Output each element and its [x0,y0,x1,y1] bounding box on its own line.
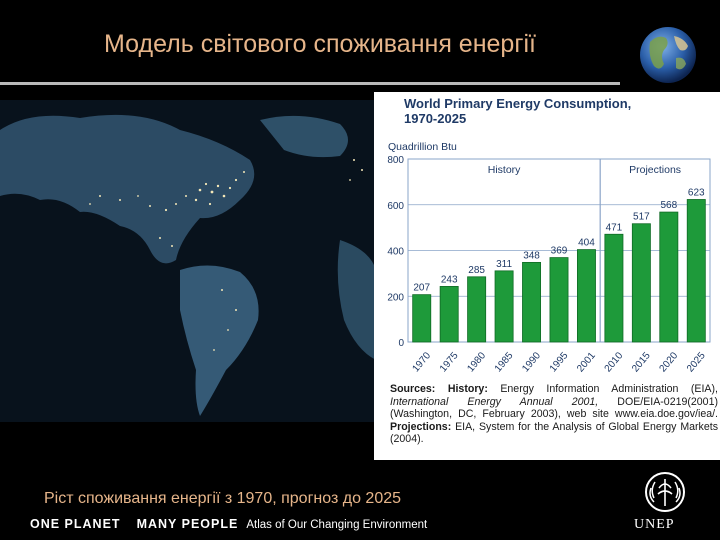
x-tick-label: 1980 [465,350,488,374]
bar-value-label: 207 [413,283,430,294]
x-tick-label: 1970 [410,350,433,374]
bar-value-label: 568 [660,200,677,211]
bar-value-label: 348 [523,250,540,261]
x-tick-label: 1990 [520,350,543,374]
projections-label: Projections: [390,420,452,433]
bar [686,199,706,343]
footer-branding: ONE PLANET MANY PEOPLE Atlas of Our Changi… [30,517,427,531]
unep-logo-icon [645,472,685,512]
slide-title: Модель світового споживання енергії [104,30,536,58]
bar [549,257,569,343]
source-text-1: Energy Information Administration (EIA), [500,383,718,395]
x-tick-label: 2025 [685,350,708,374]
bar-value-label: 285 [468,265,485,276]
x-tick-label: 1975 [438,350,461,374]
y-tick-label: 200 [387,292,404,303]
bar-value-label: 471 [606,222,623,233]
x-tick-label: 1985 [493,350,516,374]
bar [439,286,459,343]
unep-wordmark: UNEP [634,517,675,532]
y-tick-label: 600 [387,201,404,212]
bar [494,270,514,343]
y-tick-label: 0 [398,338,404,349]
history-label: History: [447,383,488,395]
bar [522,261,542,343]
slide-caption: Ріст споживання енергії з 1970, прогноз … [44,490,402,507]
bar-chart: World Primary Energy Consumption,1970-20… [387,96,711,374]
source-label: Sources: [390,383,436,395]
x-tick-label: 2010 [603,350,626,374]
bar [412,294,432,343]
source-text-4: EIA, System for the Analysis of Global E… [390,420,718,446]
source-text-3: DOE/EIA-0219(2001) (Washington, DC, Febr… [390,395,718,421]
footer-one-planet: ONE PLANET [30,517,121,531]
bar-value-label: 404 [578,238,595,249]
source-text-2: International Energy Annual 2001, [390,395,599,408]
bar-value-label: 623 [688,187,705,198]
night-earth-map [0,100,376,422]
globe-icon [640,27,696,83]
bar [604,233,624,343]
x-tick-label: 2020 [658,350,681,374]
section-label: Projections [629,164,681,176]
bar [576,249,596,343]
bar-value-label: 311 [496,259,512,270]
x-tick-label: 2001 [575,350,598,374]
bar [631,223,651,343]
x-tick-label: 1995 [548,350,571,374]
y-axis-label: Quadrillion Btu [388,141,457,153]
chart-panel: World Primary Energy Consumption, 1970-20… [374,92,720,460]
x-tick-label: 2015 [630,350,653,374]
bar-value-label: 243 [441,274,458,285]
chart-title-line-1: World Primary Energy Consumption, [404,96,631,111]
bar-value-label: 369 [551,246,568,257]
section-label: History [488,164,521,176]
y-tick-label: 800 [387,155,404,166]
y-tick-label: 400 [387,247,404,258]
bar [659,211,679,343]
bar [467,276,487,343]
footer-many-people: MANY PEOPLE [136,517,239,531]
chart-source: Sources: History: Energy Information Adm… [390,383,718,446]
chart-title-line-2: 1970-2025 [404,111,466,126]
footer-atlas: Atlas of Our Changing Environment [246,519,428,531]
title-divider [0,82,620,85]
bar-value-label: 517 [633,212,650,223]
